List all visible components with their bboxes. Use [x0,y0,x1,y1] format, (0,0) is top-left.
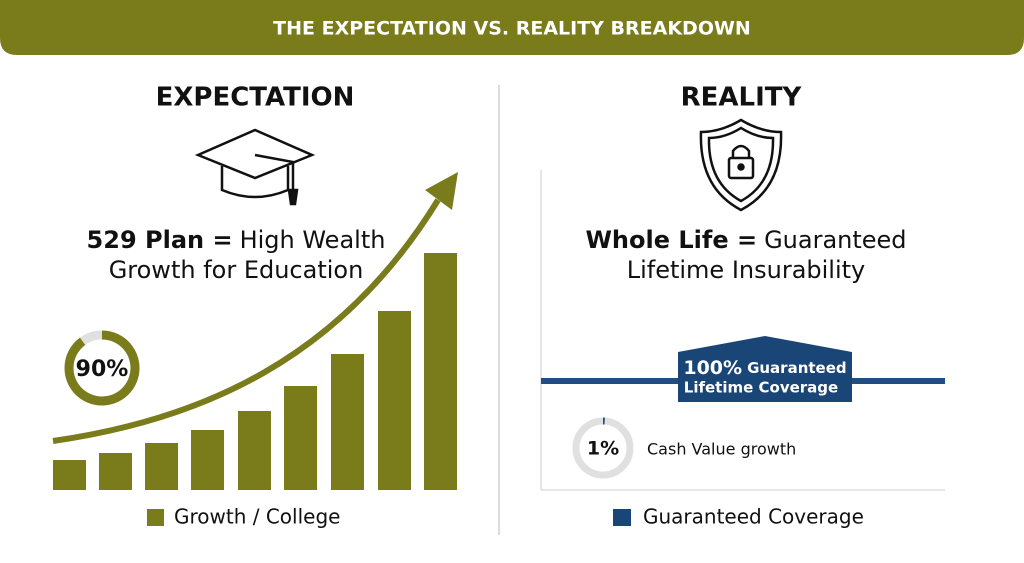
bar [284,386,317,490]
statement-line: Whole Life =Guaranteed [585,226,906,254]
legend-swatch [147,509,164,526]
bar [331,354,364,490]
statement-line: Growth for Education [109,256,364,284]
bar [53,460,86,490]
legend-label: Guaranteed Coverage [643,505,864,529]
arrow-head [425,172,458,210]
shield-icon [701,120,781,210]
statement-bold: 529 Plan = [87,226,233,254]
gauge-label: 90% [76,357,129,382]
bar [378,311,411,490]
statement-line: 529 Plan =High Wealth [87,226,386,254]
heading: EXPECTATION [156,83,355,113]
banner-big: 100% [683,357,742,379]
bar [191,430,224,490]
header-title: THE EXPECTATION VS. REALITY BREAKDOWN [273,18,751,40]
statement-bold: Whole Life = [585,226,757,254]
bar [99,453,132,490]
banner-small: Guaranteed [747,359,847,377]
gauge-label: 1% [587,438,619,460]
bar [238,411,271,490]
graduation-cap-icon [198,130,312,204]
statement-line: Lifetime Insurability [627,256,866,284]
legend-swatch [613,509,631,526]
heading: REALITY [681,83,803,113]
banner-line: Lifetime Coverage [684,379,838,397]
statement-text: High Wealth [240,226,386,254]
bar [424,253,457,490]
bar [145,443,178,490]
statement-text: Guaranteed [764,226,906,254]
banner-line: 100% Guaranteed [683,357,846,379]
legend-label: Growth / College [174,505,340,529]
gauge-caption: Cash Value growth [647,440,796,459]
